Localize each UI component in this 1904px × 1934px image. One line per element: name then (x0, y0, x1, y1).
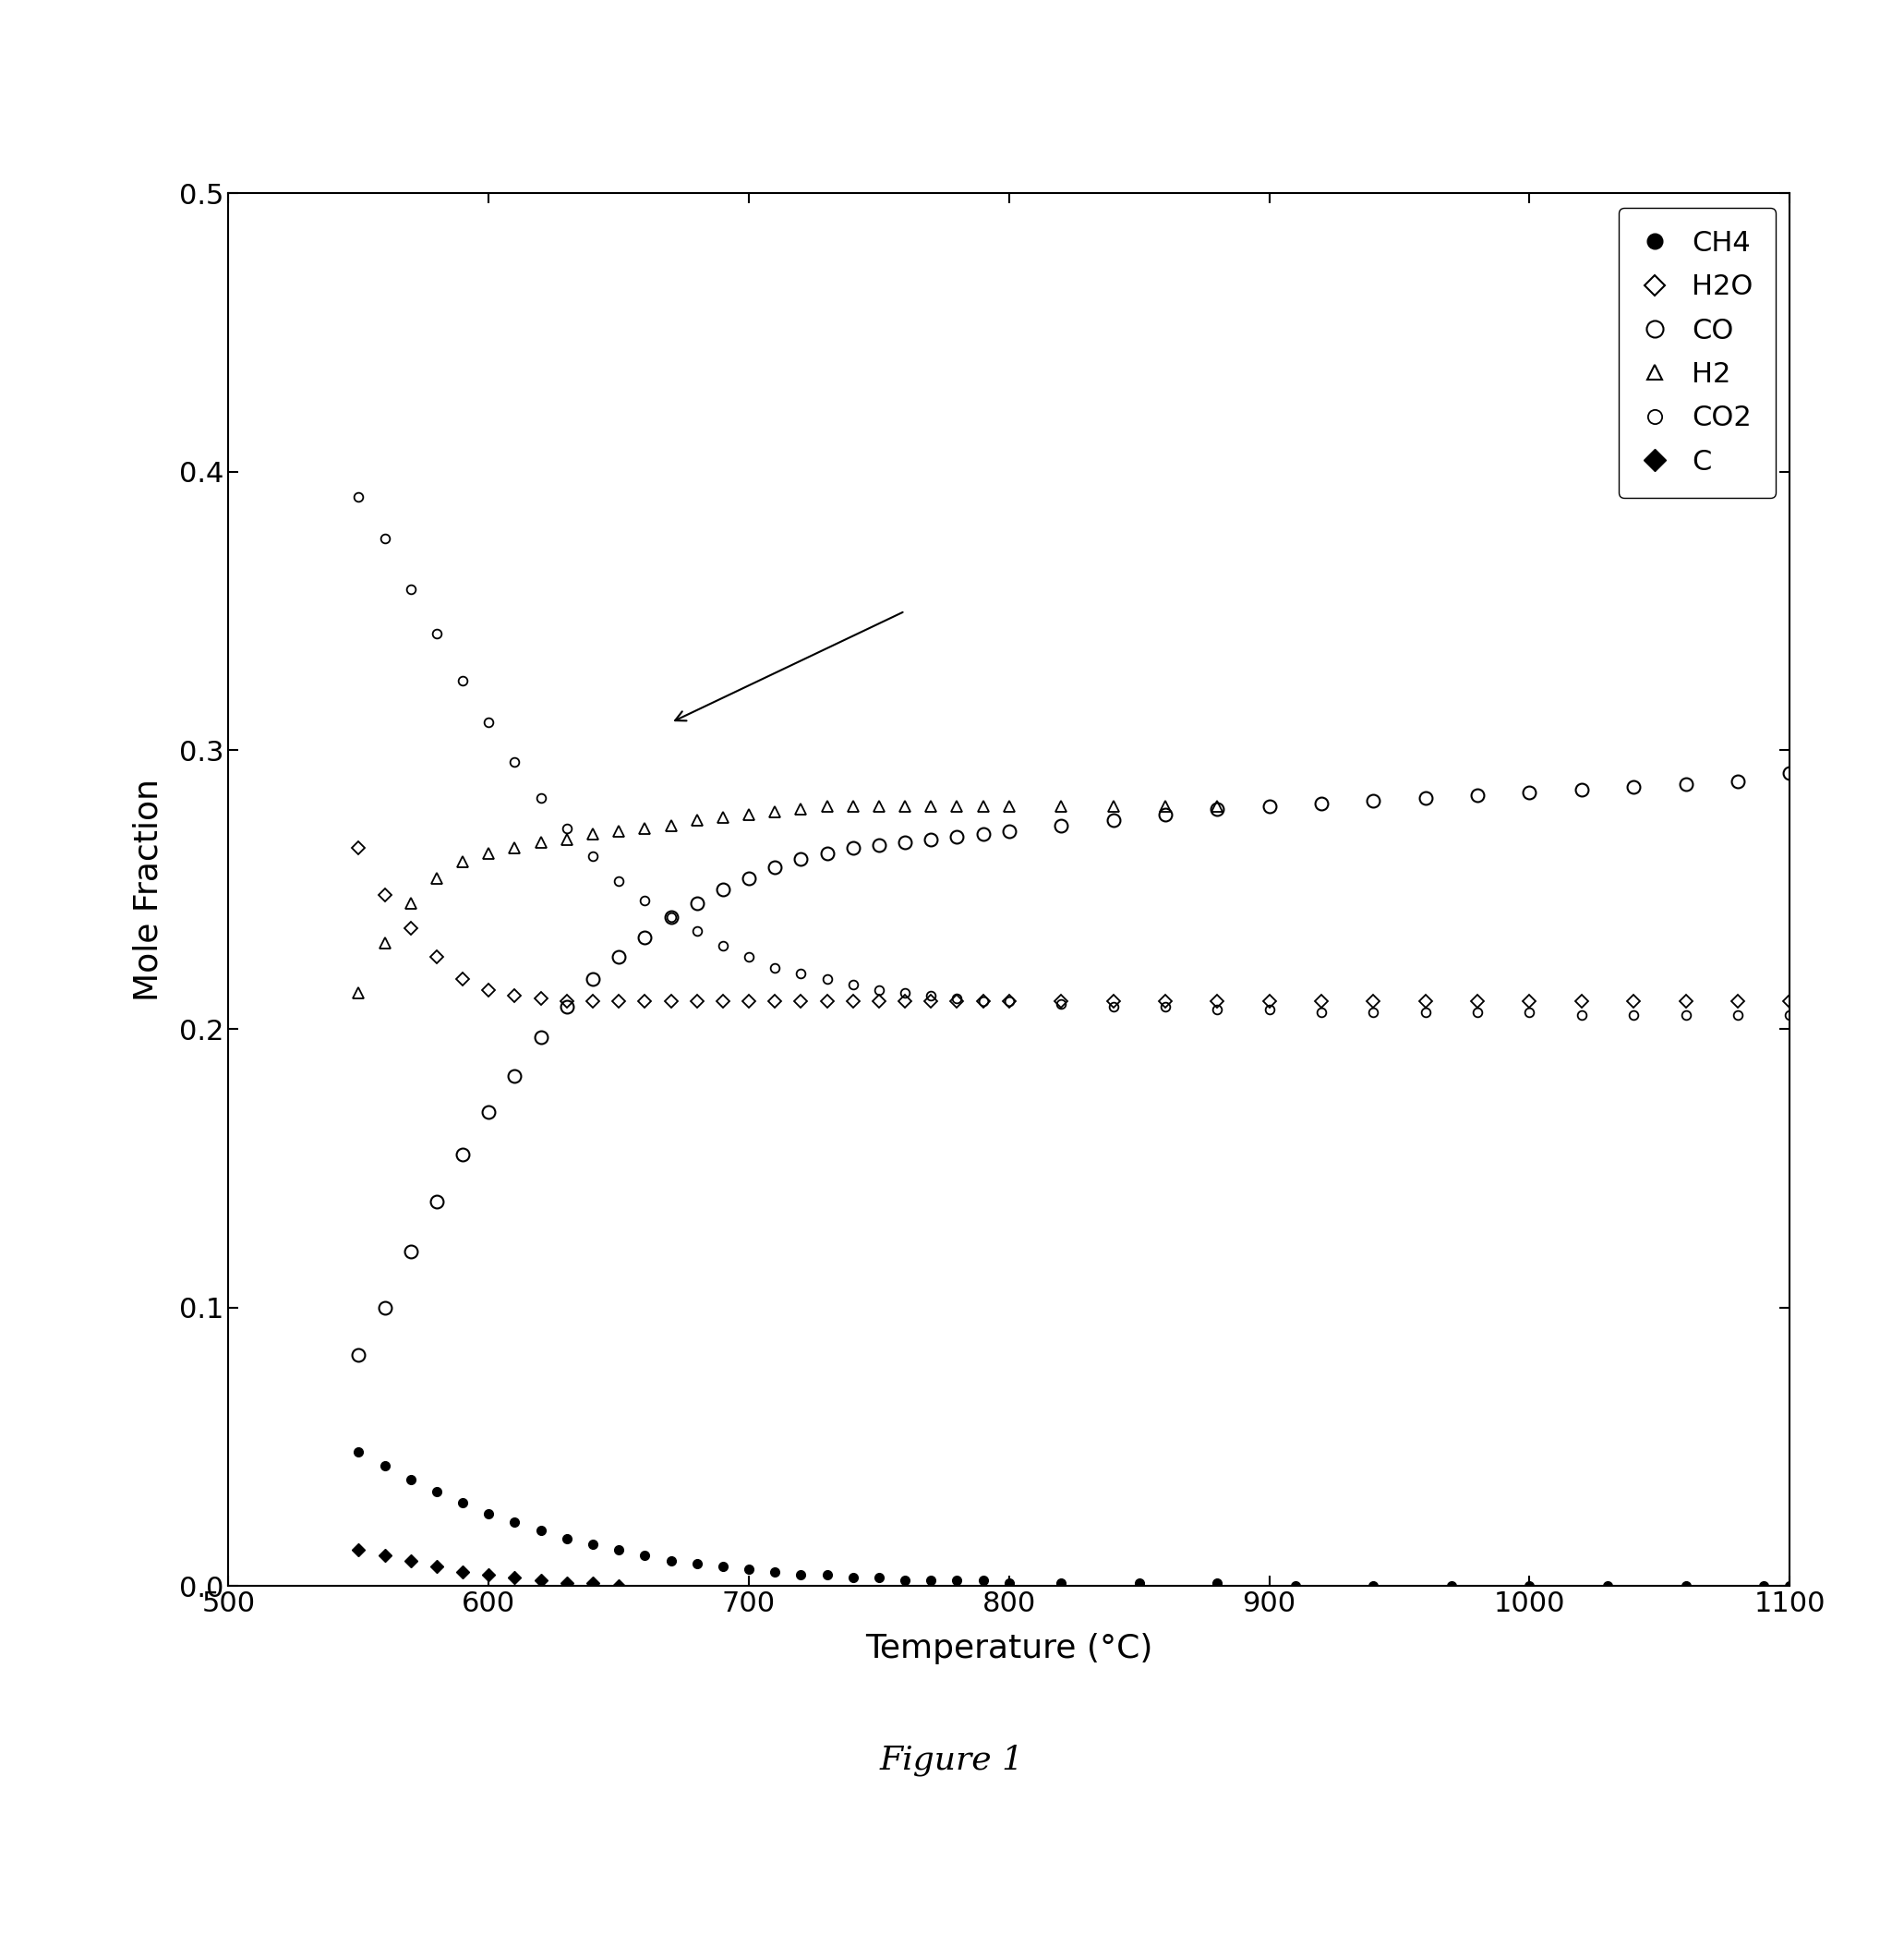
X-axis label: Temperature (°C): Temperature (°C) (864, 1632, 1154, 1663)
Text: Figure 1: Figure 1 (880, 1744, 1024, 1775)
Legend: CH4, H2O, CO, H2, CO2, C: CH4, H2O, CO, H2, CO2, C (1618, 207, 1776, 499)
Y-axis label: Mole Fraction: Mole Fraction (133, 777, 164, 1002)
